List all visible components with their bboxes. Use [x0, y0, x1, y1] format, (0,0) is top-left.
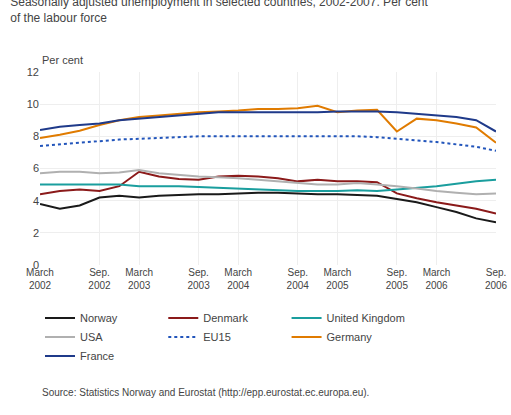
- svg-text:8: 8: [33, 130, 39, 142]
- svg-text:10: 10: [27, 98, 39, 110]
- svg-text:Per cent: Per cent: [42, 54, 83, 66]
- svg-text:6: 6: [33, 162, 39, 174]
- svg-text:Seasonally adjusted unemployme: Seasonally adjusted unemployment in sele…: [10, 0, 428, 25]
- svg-text:0: 0: [33, 259, 39, 271]
- svg-text:United Kingdom: United Kingdom: [327, 312, 405, 324]
- svg-text:Sep.2003: Sep.2003: [187, 267, 210, 291]
- svg-text:Source: Statistics Norway and: Source: Statistics Norway and Eurostat (…: [42, 387, 369, 398]
- svg-text:Sep.2002: Sep.2002: [88, 267, 111, 291]
- svg-text:March2006: March2006: [423, 267, 451, 291]
- svg-text:12: 12: [27, 66, 39, 78]
- svg-text:March2003: March2003: [125, 267, 153, 291]
- svg-text:4: 4: [33, 195, 39, 207]
- svg-text:Sep.2005: Sep.2005: [386, 267, 409, 291]
- svg-text:2: 2: [33, 227, 39, 239]
- svg-text:France: France: [80, 350, 114, 362]
- svg-text:USA: USA: [80, 331, 103, 343]
- svg-text:Denmark: Denmark: [203, 312, 248, 324]
- svg-text:EU15: EU15: [203, 331, 231, 343]
- svg-text:Sep.2004: Sep.2004: [287, 267, 310, 291]
- svg-text:March2005: March2005: [323, 267, 351, 291]
- svg-text:Germany: Germany: [327, 331, 373, 343]
- svg-text:Sep.2006: Sep.2006: [485, 267, 508, 291]
- svg-text:March2002: March2002: [26, 267, 54, 291]
- svg-text:Norway: Norway: [80, 312, 118, 324]
- svg-text:March2004: March2004: [224, 267, 252, 291]
